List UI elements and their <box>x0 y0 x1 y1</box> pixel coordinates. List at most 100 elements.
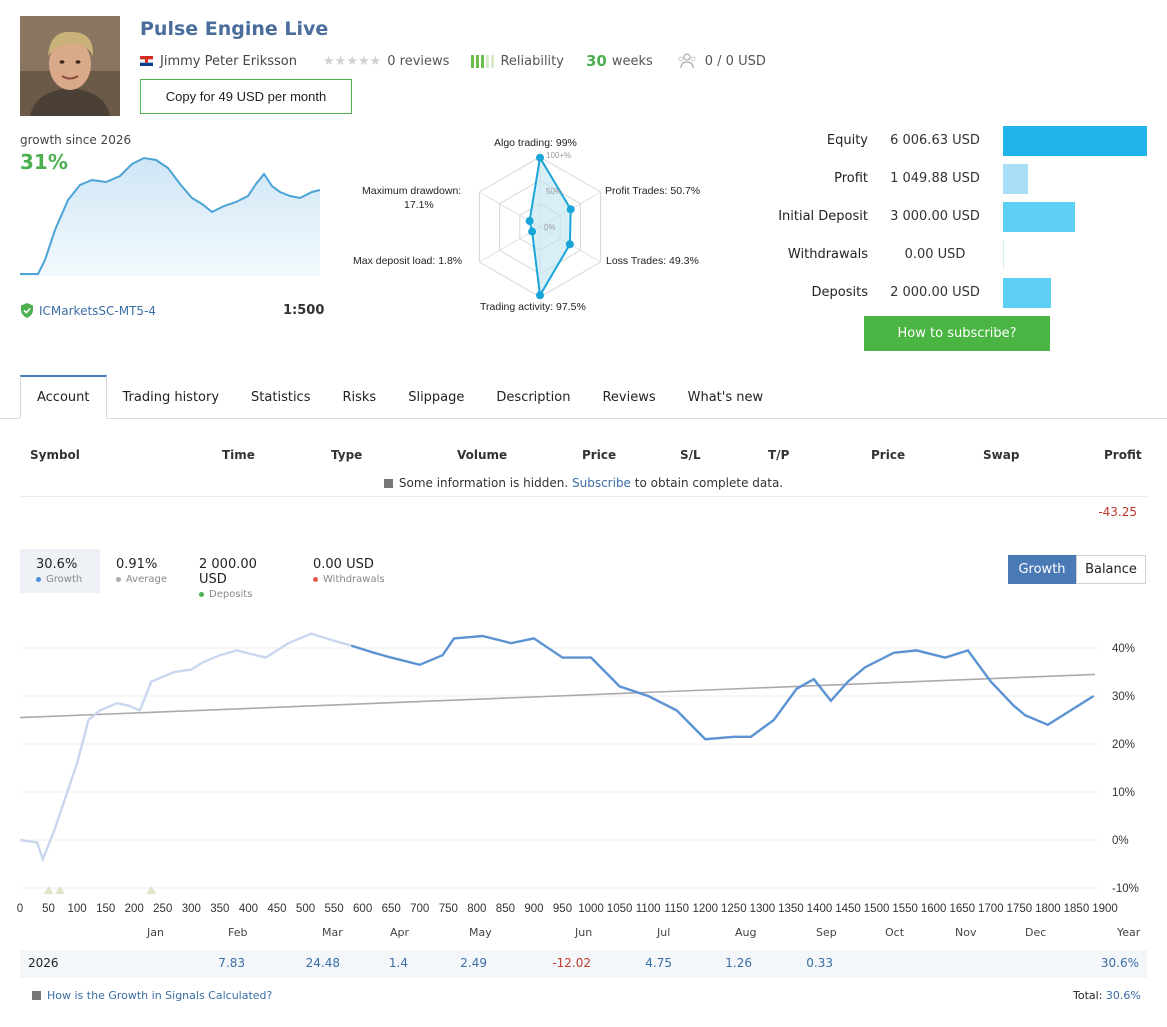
account-value: 0.00 USD <box>904 247 966 262</box>
lock-icon <box>383 479 393 488</box>
tabs-divider <box>0 418 1167 419</box>
subscribers-icon <box>678 53 696 69</box>
broker-link[interactable]: ICMarketsSC-MT5-4 <box>20 303 156 318</box>
radar-point <box>565 240 574 249</box>
tab-slippage[interactable]: Slippage <box>408 389 465 405</box>
flag-icon <box>140 56 153 66</box>
x-tick-label: 400 <box>239 903 258 915</box>
radar-label-activity: Trading activity: 97.5% <box>480 301 586 313</box>
radar-point <box>525 217 534 226</box>
reviews-count[interactable]: 0 reviews <box>387 53 450 69</box>
column-header[interactable]: Profit <box>1104 448 1142 462</box>
stat-label-row: Deposits <box>199 589 281 600</box>
column-header[interactable]: Type <box>331 448 363 462</box>
subscribe-link[interactable]: Subscribe <box>571 476 631 490</box>
radar-point <box>566 205 575 214</box>
x-tick-label: 150 <box>96 903 115 915</box>
tab-statistics[interactable]: Statistics <box>251 389 311 405</box>
chart-mode-toggle: Growth Balance <box>1008 555 1146 584</box>
balance-toggle-button[interactable]: Balance <box>1076 555 1146 584</box>
growth-help-text[interactable]: How is the Growth in Signals Calculated? <box>47 989 273 1002</box>
account-bar <box>1003 202 1075 232</box>
account-bar <box>1003 278 1051 308</box>
verified-shield-icon <box>21 303 33 318</box>
stat-chip-withdrawals[interactable]: 0.00 USD Withdrawals <box>297 549 407 593</box>
tab-bar: Account Trading history Statistics Risks Sli… <box>20 375 779 419</box>
stat-chip-deposits[interactable]: 2 000.00 USD Deposits <box>183 549 297 600</box>
x-tick-label: 1900 <box>1092 903 1118 915</box>
x-tick-label: 800 <box>467 903 486 915</box>
column-header[interactable]: Time <box>222 448 255 462</box>
month-growth-value: 1.4 <box>388 956 408 970</box>
deposit-marker-icon <box>54 886 65 894</box>
x-tick-label: 950 <box>553 903 572 915</box>
stat-value: 0.91% <box>116 557 158 572</box>
x-tick-label: 1250 <box>721 903 747 915</box>
month-growth-value: -12.02 <box>552 956 591 970</box>
tab-account[interactable]: Account <box>20 375 107 419</box>
broker-server[interactable]: ICMarketsSC-MT5-4 <box>39 303 157 318</box>
tab-description[interactable]: Description <box>496 389 571 405</box>
tab-what-s-new[interactable]: What's new <box>687 389 764 405</box>
x-tick-label: 1650 <box>949 903 975 915</box>
month-label: Feb <box>228 926 248 939</box>
stat-dot-icon <box>36 577 41 582</box>
column-header[interactable]: Symbol <box>30 448 80 462</box>
month-growth-value: 0.33 <box>806 956 833 970</box>
author-avatar[interactable] <box>20 16 120 116</box>
month-growth-value: 24.48 <box>305 956 340 970</box>
author-name[interactable]: Jimmy Peter Eriksson <box>160 53 297 69</box>
how-to-subscribe-button[interactable]: How to subscribe? <box>864 316 1050 351</box>
column-header[interactable]: T/P <box>768 448 790 462</box>
x-tick-label: 1550 <box>892 903 918 915</box>
radar-point <box>536 291 544 300</box>
growth-mini-chart <box>20 156 320 276</box>
month-label: Dec <box>1025 926 1047 939</box>
column-header[interactable]: Swap <box>983 448 1020 462</box>
stat-chip-growth[interactable]: 30.6% Growth <box>20 549 100 593</box>
radar-label-drawdown-value: 17.1% <box>404 199 434 211</box>
subscribers-value: 0 / 0 USD <box>704 53 766 69</box>
x-tick-label: 1150 <box>664 903 689 915</box>
hidden-info-note: Some information is hidden. Subscribe to… <box>0 476 1167 490</box>
column-header[interactable]: Volume <box>457 448 508 462</box>
radar-label-drawdown: Maximum drawdown: <box>362 185 461 197</box>
copy-button[interactable]: Copy for 49 USD per month <box>140 79 352 114</box>
growth-toggle-button[interactable]: Growth <box>1008 555 1076 584</box>
x-tick-label: 450 <box>267 903 286 915</box>
column-header[interactable]: S/L <box>680 448 701 462</box>
account-label: Withdrawals <box>787 247 868 262</box>
x-tick-label: 600 <box>353 903 372 915</box>
x-tick-label: 650 <box>382 903 401 915</box>
radar-scale-50: 50% <box>546 187 562 196</box>
x-tick-label: 200 <box>125 903 144 915</box>
stat-chip-average[interactable]: 0.91% Average <box>100 549 183 593</box>
tab-reviews[interactable]: Reviews <box>602 389 656 405</box>
column-header[interactable]: Price <box>582 448 617 462</box>
growth-line-early <box>19 632 352 863</box>
month-label: Nov <box>955 926 977 939</box>
signal-title[interactable]: Pulse Engine Live <box>140 18 329 40</box>
risk-radar-chart: 100+% 50% 0% Algo trading: 99% Profit Tr… <box>353 137 700 313</box>
stat-value: 0.00 USD <box>313 557 374 572</box>
month-label: May <box>469 926 492 939</box>
x-tick-label: 1850 <box>1064 903 1090 915</box>
growth-help-link[interactable]: How is the Growth in Signals Calculated? <box>32 989 272 1002</box>
weeks-count: 30 <box>585 52 607 70</box>
x-tick-label: 0 <box>17 903 23 915</box>
x-tick-label: 1200 <box>692 903 718 915</box>
weeks-label: weeks <box>611 53 653 69</box>
radar-point <box>536 153 544 162</box>
radar-label-loss: Loss Trades: 49.3% <box>606 255 699 267</box>
tab-risks[interactable]: Risks <box>342 389 377 405</box>
stat-label-row: Average <box>116 574 167 585</box>
column-header[interactable]: Price <box>871 448 906 462</box>
tab-trading-history[interactable]: Trading history <box>122 389 220 405</box>
y-tick-label: 20% <box>1112 739 1135 751</box>
stat-dot-icon <box>116 577 121 582</box>
stat-label: Growth <box>46 574 83 585</box>
x-tick-label: 700 <box>410 903 429 915</box>
month-growth-value: 4.75 <box>645 956 672 970</box>
month-label: Apr <box>390 926 410 939</box>
x-tick-label: 350 <box>210 903 229 915</box>
